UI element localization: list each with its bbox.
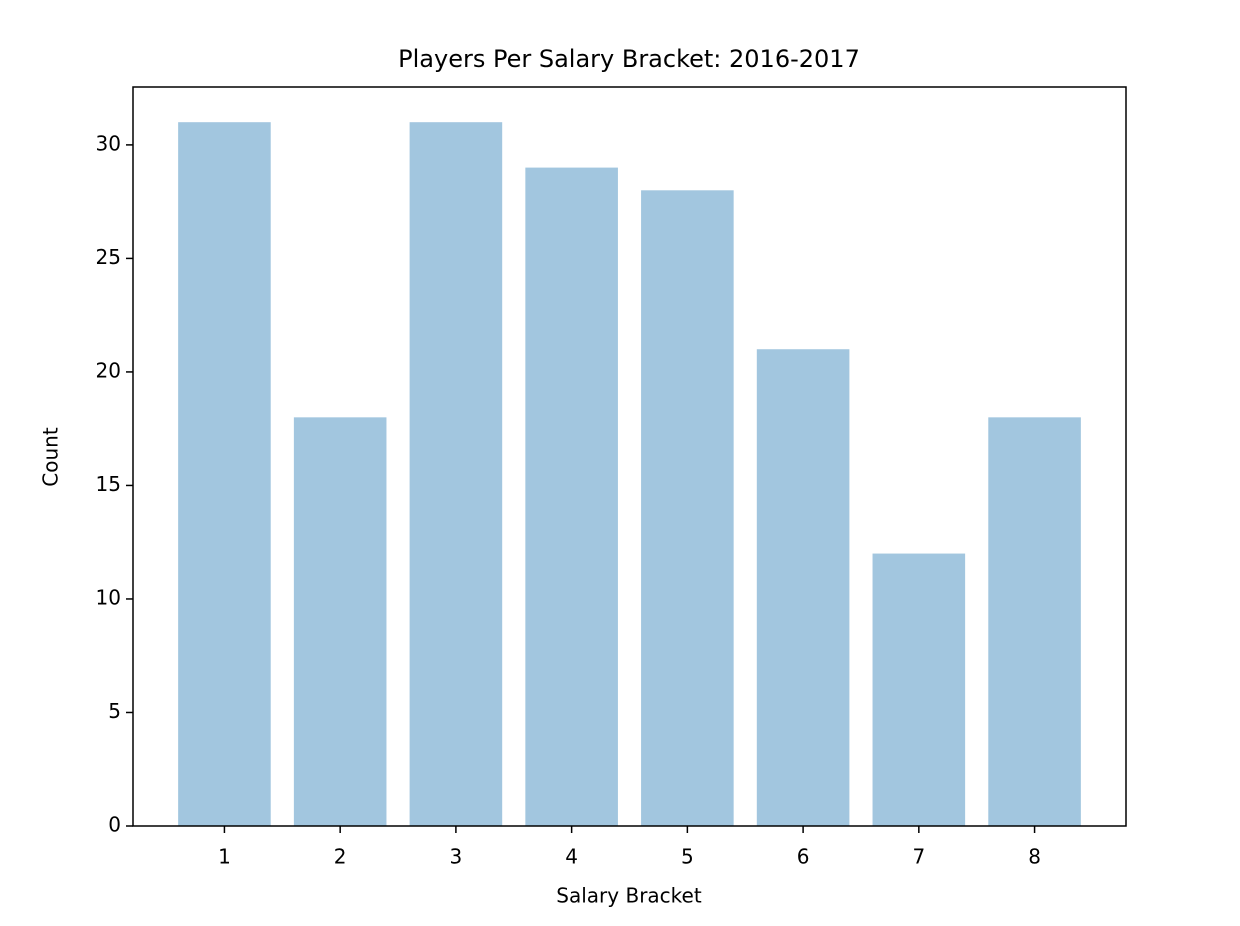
bar (641, 190, 734, 826)
bar (293, 417, 387, 826)
x-axis-label: Salary Bracket (556, 884, 702, 908)
bar (872, 553, 966, 826)
x-tick-label: 4 (565, 845, 578, 869)
bar (756, 349, 850, 826)
y-tick-label: 10 (96, 585, 121, 609)
x-tick-label: 5 (681, 845, 694, 869)
y-tick-label: 30 (96, 131, 121, 155)
x-tick-label: 1 (218, 845, 231, 869)
y-tick-label: 25 (96, 245, 121, 269)
y-tick-label: 15 (96, 472, 121, 496)
y-tick-label: 0 (108, 813, 121, 837)
x-tick-label: 8 (1028, 845, 1041, 869)
bar (525, 167, 618, 827)
y-tick-label: 5 (108, 699, 121, 723)
y-tick-label: 20 (96, 358, 121, 382)
x-tick-label: 6 (797, 845, 810, 869)
x-tick-label: 3 (450, 845, 463, 869)
bar (409, 122, 503, 826)
chart-title: Players Per Salary Bracket: 2016-2017 (398, 45, 860, 73)
y-axis-label: Count (39, 427, 63, 487)
x-tick-label: 7 (912, 845, 925, 869)
plot-frame (132, 86, 1127, 827)
bar (988, 417, 1081, 826)
x-tick-label: 2 (334, 845, 347, 869)
bar (178, 122, 271, 826)
